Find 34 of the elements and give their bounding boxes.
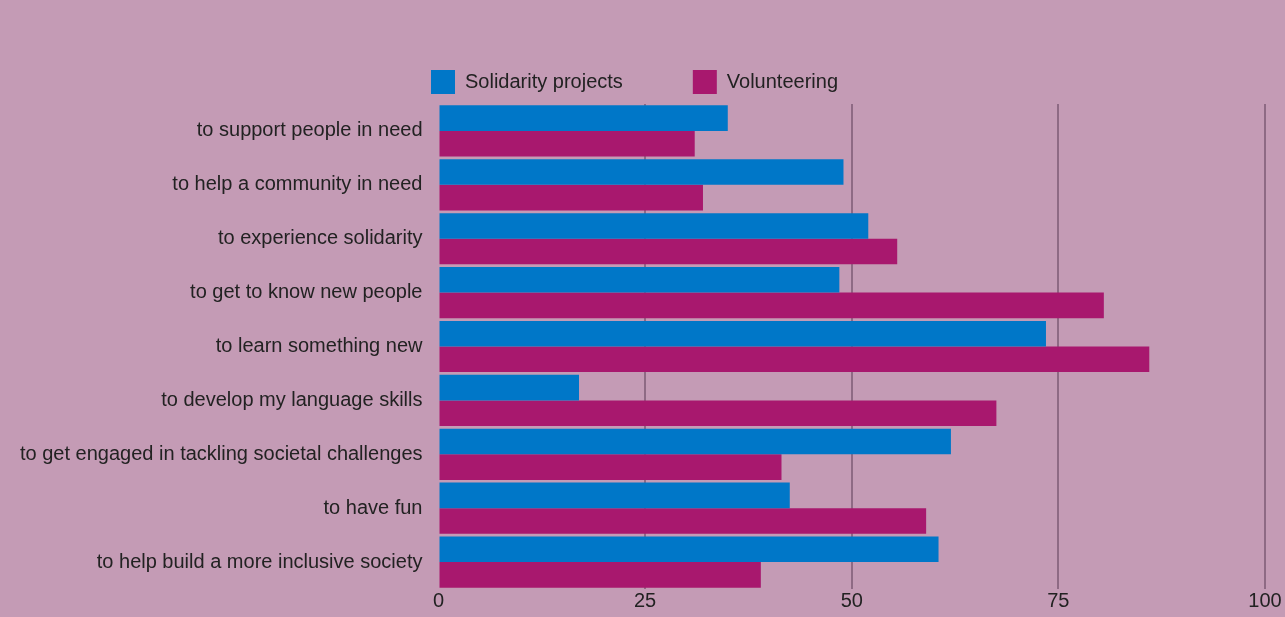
bar bbox=[439, 346, 1150, 373]
x-tick-label: 0 bbox=[432, 588, 445, 611]
bar bbox=[439, 292, 1104, 319]
y-tick-label: to experience solidarity bbox=[217, 226, 423, 249]
x-tick-label: 50 bbox=[840, 588, 863, 611]
bar bbox=[439, 184, 703, 211]
bar bbox=[439, 374, 580, 401]
bar bbox=[439, 400, 997, 426]
x-tick-label: 25 bbox=[634, 588, 657, 611]
bar bbox=[439, 562, 761, 588]
y-tick-label: to get to know new people bbox=[190, 280, 423, 303]
bar bbox=[439, 130, 695, 157]
y-tick-label: to develop my language skills bbox=[161, 387, 423, 410]
bar bbox=[439, 159, 844, 185]
y-tick-label: to have fun bbox=[323, 495, 423, 518]
y-tick-label: to learn something new bbox=[215, 334, 424, 357]
x-tick-label: 75 bbox=[1047, 588, 1070, 611]
bar bbox=[439, 238, 898, 265]
bar bbox=[439, 267, 840, 293]
x-tick-label: 100 bbox=[1248, 588, 1282, 611]
bar bbox=[439, 428, 951, 455]
bar bbox=[439, 320, 1046, 347]
bar bbox=[439, 105, 728, 131]
y-tick-label: to support people in need bbox=[196, 118, 423, 141]
bar bbox=[439, 482, 790, 509]
bar bbox=[439, 454, 782, 480]
bar bbox=[439, 213, 869, 239]
bar bbox=[439, 508, 927, 534]
y-tick-label: to help build a more inclusive society bbox=[96, 549, 423, 572]
legend-label: Volunteering bbox=[726, 69, 839, 92]
legend-label: Solidarity projects bbox=[464, 69, 623, 92]
y-tick-label: to get engaged in tackling societal challenges bbox=[20, 441, 423, 464]
bar bbox=[439, 536, 939, 563]
y-tick-label: to help a community in need bbox=[172, 172, 423, 195]
